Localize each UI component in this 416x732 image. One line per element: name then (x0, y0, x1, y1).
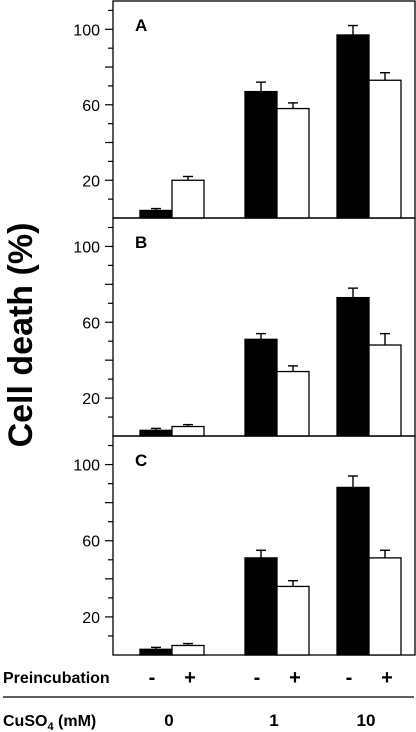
dose-label: 1 (269, 711, 278, 730)
panel-c: 20 60 100 C (73, 435, 416, 656)
panel-a: 20 60 100 A (73, 0, 416, 219)
bar-plus-1 (276, 585, 310, 656)
bar-plus-0 (171, 425, 205, 437)
y-tick-label: 100 (73, 22, 100, 39)
bar-minus-0 (139, 209, 173, 219)
bar-minus-1 (244, 338, 278, 437)
bar-minus-10 (336, 34, 370, 219)
panels: 20 60 100 A 20 60 100 B 20 60 100 C (73, 0, 416, 656)
dose-label: 10 (357, 711, 376, 730)
y-tick-label: 20 (82, 391, 100, 408)
bar-minus-1 (244, 90, 278, 219)
y-tick-label: 60 (82, 534, 100, 551)
panel-label: A (135, 16, 147, 35)
cuso4-label-main: CuSO (3, 713, 47, 730)
panel-label: B (135, 233, 147, 252)
preincubation-sign: + (184, 667, 196, 689)
bar-minus-1 (244, 557, 278, 656)
y-tick-label: 100 (73, 239, 100, 256)
bar-plus-10 (368, 344, 402, 437)
bar-minus-0 (139, 648, 173, 656)
dose-label: 0 (164, 711, 173, 730)
cuso4-label-unit: (mM) (54, 713, 97, 730)
bar-minus-10 (336, 486, 370, 656)
bar-plus-10 (368, 79, 402, 219)
preincubation-sign: - (254, 667, 261, 689)
bar-plus-0 (171, 644, 205, 656)
dose-labels: 0 1 10 (164, 711, 375, 730)
bar-minus-10 (336, 296, 370, 437)
preincubation-sign: - (346, 667, 353, 689)
preincubation-sign: + (381, 667, 393, 689)
preincubation-signs: - + - + - + (149, 667, 393, 689)
y-tick-label: 100 (73, 458, 100, 475)
y-tick-label: 20 (82, 173, 100, 190)
y-tick-label: 60 (82, 315, 100, 332)
bar-plus-1 (276, 370, 310, 437)
preincubation-row-label: Preincubation (3, 670, 110, 687)
bar-plus-10 (368, 557, 402, 656)
y-axis-label: Cell death (%) (2, 223, 40, 448)
preincubation-sign: - (149, 667, 156, 689)
bar-minus-0 (139, 429, 173, 437)
bar-plus-0 (171, 179, 205, 219)
preincubation-sign: + (289, 667, 301, 689)
cuso4-row-label: CuSO4 (mM) (3, 713, 96, 732)
y-tick-label: 20 (82, 610, 100, 627)
panel-b: 20 60 100 B (73, 217, 416, 437)
y-tick-label: 60 (82, 98, 100, 115)
cuso4-label-subscript: 4 (47, 721, 54, 732)
panel-label: C (135, 451, 147, 470)
bar-plus-1 (276, 107, 310, 219)
